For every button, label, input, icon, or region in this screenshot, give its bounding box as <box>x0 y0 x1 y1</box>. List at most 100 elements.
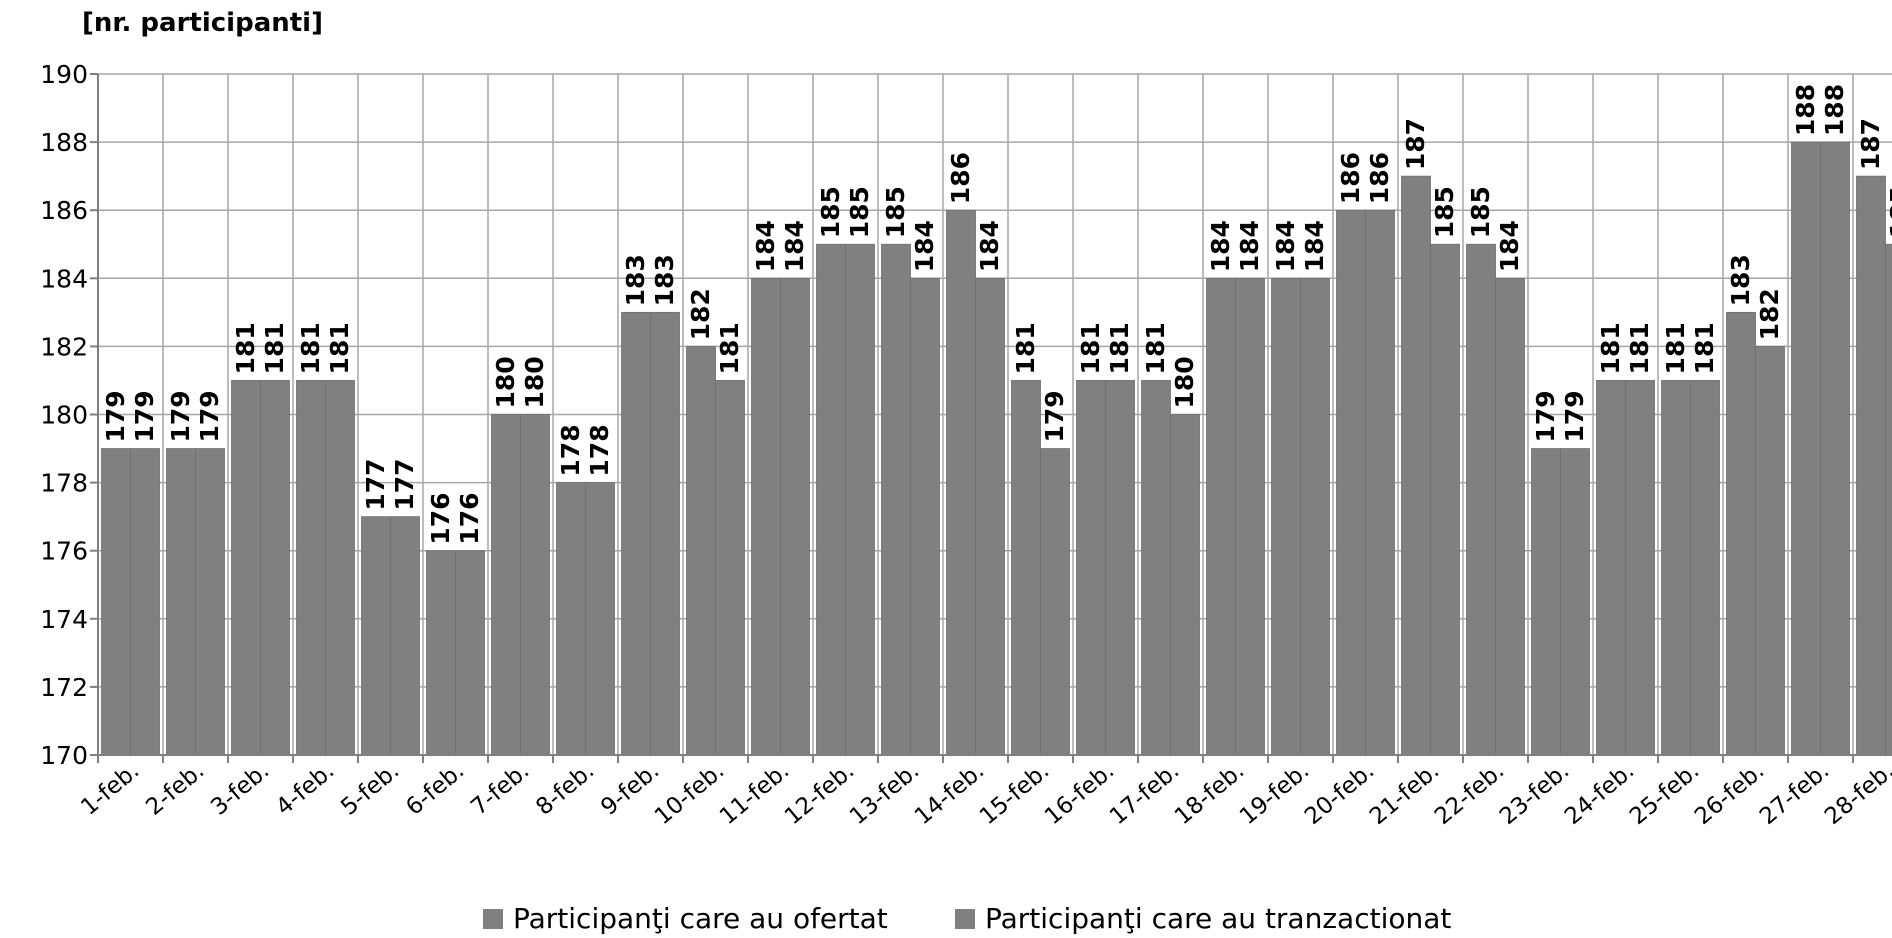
data-label-tranzactionat: 180 <box>1170 356 1199 408</box>
bar-ofertat <box>556 482 586 756</box>
legend: Participanţi care au ofertat Participanţ… <box>0 902 1892 938</box>
data-label-tranzactionat: 181 <box>1690 322 1719 374</box>
x-tick-label: 26-feb. <box>1690 758 1769 830</box>
x-tick-label: 28-feb. <box>1820 758 1892 830</box>
bar-tranzactionat <box>520 414 550 756</box>
data-label-ofertat: 186 <box>946 152 975 204</box>
bar-chart: 1701721741761781801821841861881901-feb.2… <box>40 60 1892 830</box>
bar-ofertat <box>231 380 261 756</box>
data-label-ofertat: 184 <box>1206 220 1235 272</box>
legend-label-tranzactionat: Participanţi care au tranzactionat <box>985 902 1452 935</box>
bar-ofertat <box>1466 243 1496 756</box>
x-tick-label: 11-feb. <box>715 758 794 830</box>
data-label-ofertat: 177 <box>361 458 390 510</box>
data-label-tranzactionat: 188 <box>1820 84 1849 136</box>
x-tick-label: 13-feb. <box>845 758 924 830</box>
bar-ofertat <box>1076 380 1106 756</box>
bar-tranzactionat <box>910 277 940 756</box>
legend-item-tranzactionat: Participanţi care au tranzactionat <box>955 902 1451 935</box>
data-label-ofertat: 183 <box>621 254 650 306</box>
x-tick-label: 27-feb. <box>1755 758 1834 830</box>
x-tick-label: 23-feb. <box>1495 758 1574 830</box>
data-label-tranzactionat: 181 <box>260 322 289 374</box>
x-tick-label: 2-feb. <box>141 758 209 821</box>
data-label-ofertat: 181 <box>1011 322 1040 374</box>
bar-ofertat <box>881 243 911 756</box>
y-tick-label: 174 <box>40 605 88 634</box>
bar-tranzactionat <box>130 448 160 756</box>
bar-ofertat <box>1206 277 1236 756</box>
bar-tranzactionat <box>1040 448 1070 756</box>
data-label-tranzactionat: 184 <box>1300 220 1329 272</box>
data-label-tranzactionat: 181 <box>1105 322 1134 374</box>
data-label-tranzactionat: 182 <box>1755 288 1784 340</box>
data-label-ofertat: 181 <box>231 322 260 374</box>
x-tick-label: 5-feb. <box>336 758 404 821</box>
data-label-tranzactionat: 185 <box>1430 186 1459 238</box>
data-label-tranzactionat: 185 <box>1885 186 1892 238</box>
x-tick-label: 20-feb. <box>1300 758 1379 830</box>
data-label-tranzactionat: 184 <box>1235 220 1264 272</box>
bar-tranzactionat <box>1105 380 1135 756</box>
x-tick-label: 25-feb. <box>1625 758 1704 830</box>
x-tick-label: 16-feb. <box>1040 758 1119 830</box>
bar-ofertat <box>621 311 651 756</box>
bar-tranzactionat <box>1170 414 1200 756</box>
bar-ofertat <box>491 414 521 756</box>
bar-ofertat <box>166 448 196 756</box>
data-label-ofertat: 184 <box>751 220 780 272</box>
bar-tranzactionat <box>1820 141 1850 756</box>
data-label-ofertat: 179 <box>101 390 130 442</box>
data-label-ofertat: 183 <box>1726 254 1755 306</box>
x-tick-label: 10-feb. <box>650 758 729 830</box>
data-label-tranzactionat: 185 <box>845 186 874 238</box>
data-label-ofertat: 188 <box>1791 84 1820 136</box>
bar-tranzactionat <box>1235 277 1265 756</box>
data-label-ofertat: 179 <box>166 390 195 442</box>
x-tick-label: 14-feb. <box>910 758 989 830</box>
y-tick-label: 186 <box>40 196 88 225</box>
bar-tranzactionat <box>975 277 1005 756</box>
data-label-ofertat: 184 <box>1271 220 1300 272</box>
bar-tranzactionat <box>1300 277 1330 756</box>
data-label-ofertat: 181 <box>296 322 325 374</box>
data-label-tranzactionat: 178 <box>585 424 614 476</box>
x-tick-label: 19-feb. <box>1235 758 1314 830</box>
bar-tranzactionat <box>325 380 355 756</box>
x-tick-label: 4-feb. <box>271 758 339 821</box>
bar-tranzactionat <box>455 550 485 756</box>
legend-label-ofertat: Participanţi care au ofertat <box>513 902 888 935</box>
bar-tranzactionat <box>1365 209 1395 756</box>
bar-tranzactionat <box>585 482 615 756</box>
x-tick-label: 6-feb. <box>401 758 469 821</box>
legend-swatch-tranzactionat <box>955 908 975 929</box>
data-label-ofertat: 181 <box>1661 322 1690 374</box>
data-label-ofertat: 181 <box>1596 322 1625 374</box>
x-tick-label: 12-feb. <box>780 758 859 830</box>
bar-ofertat <box>1596 380 1626 756</box>
bar-tranzactionat <box>1885 243 1892 756</box>
bar-tranzactionat <box>195 448 225 756</box>
bar-tranzactionat <box>1430 243 1460 756</box>
bar-tranzactionat <box>715 380 745 756</box>
x-tick-label: 21-feb. <box>1365 758 1444 830</box>
data-label-tranzactionat: 176 <box>455 493 484 545</box>
bar-ofertat <box>1791 141 1821 756</box>
y-tick-label: 170 <box>40 741 88 770</box>
x-tick-label: 15-feb. <box>975 758 1054 830</box>
data-label-tranzactionat: 184 <box>975 220 1004 272</box>
x-tick-label: 24-feb. <box>1560 758 1639 830</box>
data-label-tranzactionat: 181 <box>1625 322 1654 374</box>
bar-ofertat <box>1271 277 1301 756</box>
bar-ofertat <box>296 380 326 756</box>
data-label-ofertat: 182 <box>686 288 715 340</box>
bar-tranzactionat <box>1755 345 1785 756</box>
y-tick-label: 178 <box>40 469 88 498</box>
y-tick-label: 182 <box>40 332 88 361</box>
bar-tranzactionat <box>845 243 875 756</box>
bar-tranzactionat <box>390 516 420 756</box>
x-tick-label: 22-feb. <box>1430 758 1509 830</box>
bar-tranzactionat <box>1690 380 1720 756</box>
data-label-tranzactionat: 179 <box>1560 390 1589 442</box>
y-axis-unit-label: [nr. participanti] <box>82 8 323 38</box>
